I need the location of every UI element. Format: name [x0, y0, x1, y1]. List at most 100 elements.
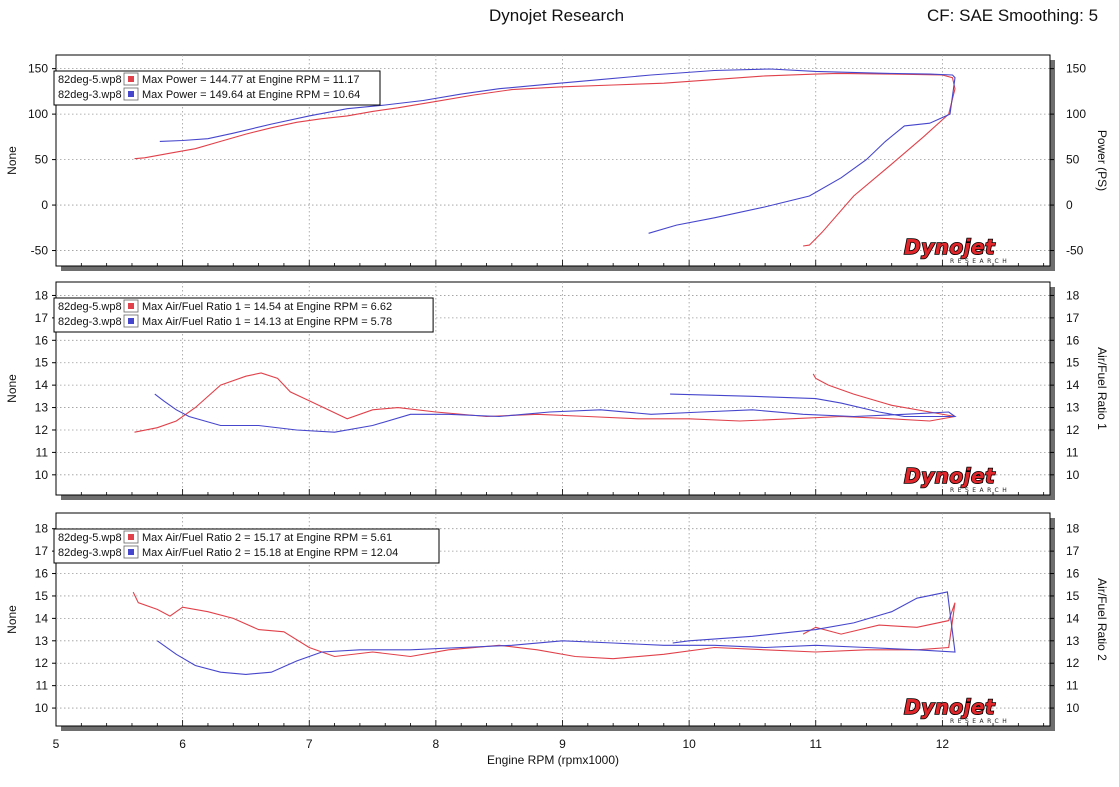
y-tick-label-right: 18 [1066, 522, 1080, 536]
logo-text: Dynojet [904, 464, 996, 488]
legend-file: 82deg-5.wp8 [58, 532, 122, 544]
y-tick-label-left: -50 [31, 244, 49, 258]
x-tick-label: 10 [682, 737, 696, 751]
chart-panel-3: 10 10 11 11 12 12 13 13 14 14 15 15 16 16 17 17 18 18 None… [5, 512, 1109, 767]
legend-file: 82deg-3.wp8 [58, 547, 122, 559]
x-tick-label: 12 [936, 737, 950, 751]
legend-text: Max Air/Fuel Ratio 1 = 14.13 at Engine R… [142, 316, 392, 328]
y-tick-label-right: 12 [1066, 656, 1080, 670]
x-tick-label: 5 [53, 737, 60, 751]
legend-swatch [128, 549, 134, 555]
y-tick-label-right: 10 [1066, 701, 1080, 715]
legend-swatch [128, 318, 134, 324]
legend-swatch [128, 76, 134, 82]
correction-factor-label: CF: SAE Smoothing: 5 [927, 6, 1099, 25]
logo-text: Dynojet [904, 235, 996, 259]
y-tick-label-left: 17 [35, 544, 49, 558]
y-tick-label-left: 11 [36, 679, 49, 693]
y-tick-label-right: 14 [1066, 611, 1080, 625]
legend-text: Max Air/Fuel Ratio 1 = 14.54 at Engine R… [142, 301, 392, 313]
legend-file: 82deg-3.wp8 [58, 316, 122, 328]
y-tick-label-right: 16 [1066, 567, 1080, 581]
y-axis-label-left: None [5, 146, 19, 175]
legend-swatch [128, 91, 134, 97]
y-tick-label-right: 12 [1066, 423, 1080, 437]
logo-subtext: RESEARCH [950, 258, 1010, 265]
x-axis-label: Engine RPM (rpmx1000) [487, 753, 619, 767]
y-tick-label-left: 150 [28, 62, 48, 76]
series-line-red [134, 72, 956, 247]
y-tick-label-right: 10 [1066, 468, 1080, 482]
legend: 82deg-5.wp8 Max Air/Fuel Ratio 1 = 14.54 … [53, 297, 434, 333]
y-tick-label-left: 16 [35, 567, 49, 581]
legend-box [53, 70, 381, 106]
x-tick-label: 8 [433, 737, 440, 751]
y-axis-label-right: Air/Fuel Ratio 2 [1095, 578, 1109, 661]
y-tick-label-left: 10 [35, 701, 49, 715]
chart-panel-1: -50 -50 0 0 50 50 100 100 150 150 None Power (PS) 82… [5, 54, 1109, 271]
y-tick-label-left: 11 [36, 445, 49, 459]
y-tick-label-right: 11 [1066, 445, 1079, 459]
legend: 82deg-5.wp8 Max Air/Fuel Ratio 2 = 15.17 … [53, 528, 440, 564]
legend-file: 82deg-3.wp8 [58, 89, 122, 101]
x-tick-label: 7 [306, 737, 313, 751]
y-tick-label-left: 14 [35, 378, 49, 392]
y-tick-label-left: 50 [35, 153, 49, 167]
y-tick-label-left: 10 [35, 468, 49, 482]
y-tick-label-right: 11 [1066, 679, 1079, 693]
y-tick-label-right: 17 [1066, 544, 1080, 558]
y-tick-label-right: 18 [1066, 288, 1080, 302]
y-tick-label-left: 17 [35, 311, 49, 325]
legend-box [53, 528, 440, 564]
chart-panel-2: 10 10 11 11 12 12 13 13 14 14 15 15 16 16 17 17 18 18 None… [5, 281, 1109, 500]
legend-file: 82deg-5.wp8 [58, 301, 122, 313]
y-tick-label-left: 14 [35, 611, 49, 625]
y-tick-label-right: 14 [1066, 378, 1080, 392]
y-tick-label-right: -50 [1066, 244, 1084, 258]
y-axis-label-right: Air/Fuel Ratio 1 [1095, 347, 1109, 430]
y-tick-label-left: 0 [41, 198, 48, 212]
legend-text: Max Air/Fuel Ratio 2 = 15.18 at Engine R… [142, 547, 398, 559]
logo-subtext: RESEARCH [950, 487, 1010, 494]
series-line-blue [159, 68, 956, 234]
y-tick-label-right: 13 [1066, 401, 1080, 415]
legend-text: Max Power = 149.64 at Engine RPM = 10.64 [142, 89, 360, 101]
series-line-red [132, 591, 956, 660]
y-tick-label-left: 18 [35, 288, 49, 302]
legend-text: Max Air/Fuel Ratio 2 = 15.17 at Engine R… [142, 532, 392, 544]
series-line-blue [154, 393, 957, 433]
y-tick-label-left: 12 [35, 656, 49, 670]
y-tick-label-left: 100 [28, 107, 48, 121]
y-tick-label-right: 150 [1066, 62, 1086, 76]
y-tick-label-left: 15 [35, 356, 49, 370]
x-tick-label: 6 [179, 737, 186, 751]
y-tick-label-right: 50 [1066, 153, 1080, 167]
y-axis-label-right: Power (PS) [1095, 130, 1109, 191]
legend-text: Max Power = 144.77 at Engine RPM = 11.17 [142, 74, 359, 86]
legend-box [53, 297, 434, 333]
y-tick-label-right: 16 [1066, 333, 1080, 347]
y-tick-label-right: 15 [1066, 589, 1080, 603]
y-tick-label-right: 100 [1066, 107, 1086, 121]
y-tick-label-left: 18 [35, 522, 49, 536]
x-tick-label: 11 [810, 737, 823, 751]
logo-text: Dynojet [904, 695, 996, 719]
y-axis-label-left: None [5, 374, 19, 403]
y-tick-label-right: 15 [1066, 356, 1080, 370]
logo-subtext: RESEARCH [950, 718, 1010, 725]
series-line-blue [156, 591, 956, 675]
legend-file: 82deg-5.wp8 [58, 74, 122, 86]
legend: 82deg-5.wp8 Max Power = 144.77 at Engine … [53, 70, 381, 106]
y-tick-label-right: 0 [1066, 198, 1073, 212]
y-tick-label-right: 17 [1066, 311, 1080, 325]
y-tick-label-left: 15 [35, 589, 49, 603]
x-tick-label: 9 [559, 737, 566, 751]
y-tick-label-left: 16 [35, 333, 49, 347]
page-title: Dynojet Research [489, 6, 625, 25]
y-tick-label-left: 13 [35, 401, 49, 415]
y-tick-label-left: 12 [35, 423, 49, 437]
y-tick-label-left: 13 [35, 634, 49, 648]
